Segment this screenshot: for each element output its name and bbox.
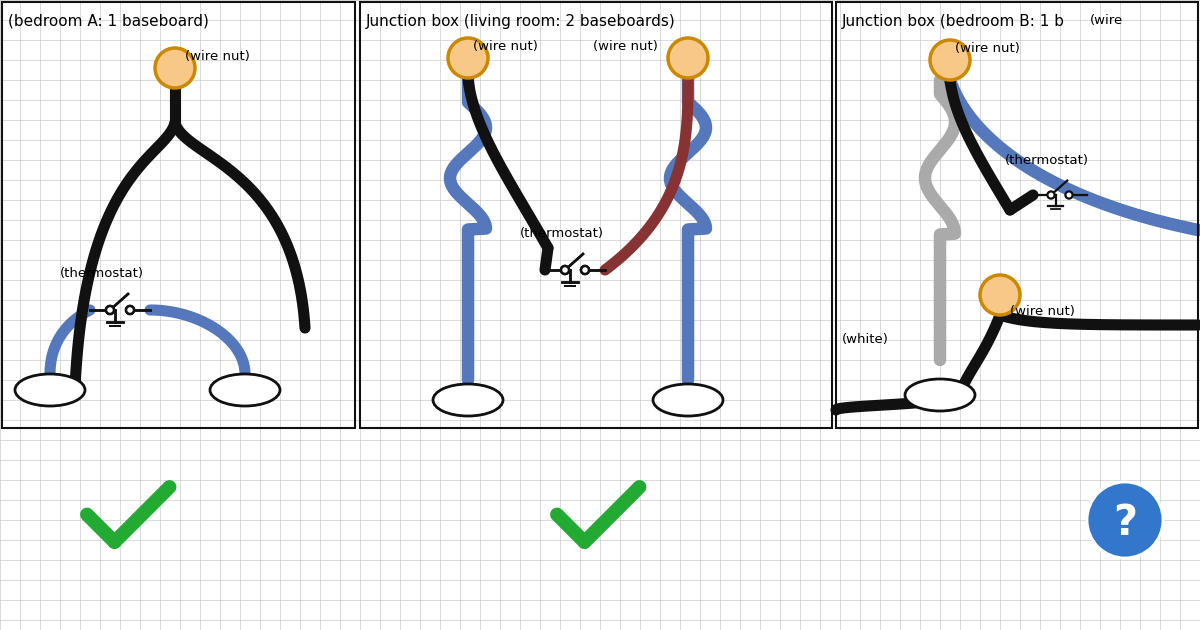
Text: (bedroom A: 1 baseboard): (bedroom A: 1 baseboard) xyxy=(8,14,209,29)
Ellipse shape xyxy=(14,374,85,406)
Circle shape xyxy=(106,306,114,314)
Circle shape xyxy=(106,306,114,314)
Text: (thermostat): (thermostat) xyxy=(1006,154,1090,167)
Circle shape xyxy=(668,38,708,78)
Circle shape xyxy=(126,306,134,314)
Bar xyxy=(2,2,355,428)
Circle shape xyxy=(448,38,488,78)
Ellipse shape xyxy=(210,374,280,406)
Text: (wire: (wire xyxy=(1090,14,1123,27)
Circle shape xyxy=(581,266,589,274)
Text: (wire nut): (wire nut) xyxy=(955,42,1020,55)
Ellipse shape xyxy=(433,384,503,416)
Circle shape xyxy=(126,306,134,314)
Text: (wire nut): (wire nut) xyxy=(1010,305,1075,318)
Circle shape xyxy=(562,266,569,274)
Text: Junction box (living room: 2 baseboards): Junction box (living room: 2 baseboards) xyxy=(366,14,676,29)
Circle shape xyxy=(1066,192,1073,198)
Text: (thermostat): (thermostat) xyxy=(60,267,144,280)
Circle shape xyxy=(581,266,589,274)
Ellipse shape xyxy=(653,384,722,416)
Text: (wire nut): (wire nut) xyxy=(593,40,658,53)
Circle shape xyxy=(980,275,1020,315)
Text: (wire nut): (wire nut) xyxy=(185,50,250,63)
Bar xyxy=(360,2,832,428)
Bar xyxy=(836,2,1198,428)
Circle shape xyxy=(562,266,569,274)
Text: ?: ? xyxy=(1112,502,1138,544)
Circle shape xyxy=(930,40,970,80)
Circle shape xyxy=(1087,482,1163,558)
Circle shape xyxy=(1048,192,1055,198)
Ellipse shape xyxy=(905,379,974,411)
Text: (wire nut): (wire nut) xyxy=(473,40,538,53)
Text: Junction box (bedroom B: 1 b: Junction box (bedroom B: 1 b xyxy=(842,14,1066,29)
Text: (white): (white) xyxy=(842,333,889,347)
Circle shape xyxy=(155,48,194,88)
Text: (thermostat): (thermostat) xyxy=(520,227,604,240)
